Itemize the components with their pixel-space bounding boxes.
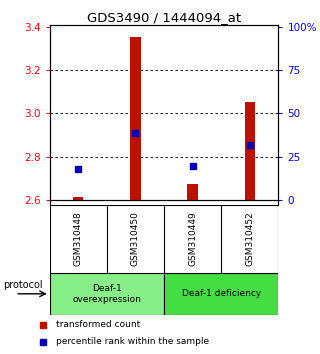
Text: GSM310452: GSM310452 [245,212,254,266]
Text: GSM310448: GSM310448 [74,212,83,266]
Text: Deaf-1
overexpression: Deaf-1 overexpression [72,284,141,303]
Text: percentile rank within the sample: percentile rank within the sample [56,337,209,346]
Text: GSM310449: GSM310449 [188,212,197,266]
Bar [164,273,278,315]
Bar [245,102,255,200]
Text: protocol: protocol [3,280,43,290]
Text: Deaf-1 deficiency: Deaf-1 deficiency [181,289,261,298]
Title: GDS3490 / 1444094_at: GDS3490 / 1444094_at [87,11,241,24]
Bar [188,184,198,200]
Text: transformed count: transformed count [56,320,140,330]
Bar [73,197,83,200]
Bar [130,37,140,200]
Bar [50,273,164,315]
Text: GSM310450: GSM310450 [131,211,140,267]
